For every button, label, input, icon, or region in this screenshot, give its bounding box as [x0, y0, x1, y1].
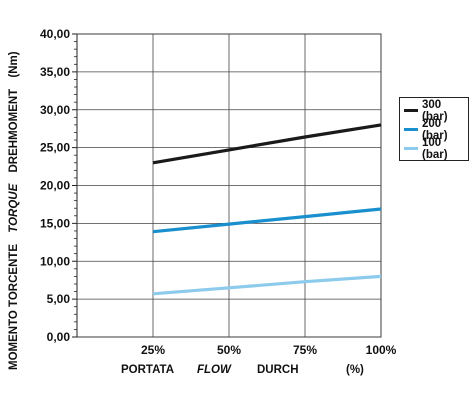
series-line	[152, 207, 382, 234]
x-axis-title: PORTATA FLOW DURCH (%)	[0, 364, 474, 380]
y-tick-label: 0,00	[47, 330, 71, 344]
legend-label: 300 (bar)	[422, 98, 448, 123]
y-tick-label: 40,00	[40, 27, 70, 41]
chart-tick-labels: 25% 50% 75% 100% 0,00 5,00 10,00 15,00 20,00 25,0…	[40, 27, 397, 357]
y-axis-title-part1: MOMENTO TORCENTE	[8, 244, 20, 370]
y-tick-label: 20,00	[40, 179, 70, 193]
legend-swatch	[404, 109, 418, 112]
x-tick-label: 100%	[366, 343, 397, 357]
chart-series	[152, 123, 382, 296]
y-axis-title-part3: DREHMOMENT	[8, 89, 20, 173]
legend-item: 200 (bar)	[404, 117, 464, 142]
y-tick-label: 25,00	[40, 141, 70, 155]
legend-label: 200 (bar)	[422, 117, 448, 142]
y-tick-label: 15,00	[40, 216, 70, 230]
x-tick-label: 75%	[293, 343, 317, 357]
x-tick-label: 25%	[141, 343, 165, 357]
x-axis-title-part2: FLOW	[197, 364, 231, 376]
x-axis-title-part1: PORTATA	[121, 364, 175, 376]
chart-grid	[72, 33, 382, 338]
x-axis-title-unit: (%)	[346, 364, 364, 376]
y-axis-title: MOMENTO TORCENTE TORQUE DREHMOMENT (Nm)	[8, 51, 20, 370]
y-tick-label: 5,00	[47, 292, 71, 306]
y-tick-label: 30,00	[40, 103, 70, 117]
legend-label: 100 (bar)	[422, 136, 448, 161]
legend-swatch	[404, 128, 418, 131]
legend-swatch	[404, 147, 418, 150]
x-axis-title-part3: DURCH	[257, 364, 299, 376]
y-tick-label: 10,00	[40, 254, 70, 268]
legend-item: 100 (bar)	[404, 136, 464, 161]
y-tick-label: 35,00	[40, 65, 70, 79]
chart-legend: 300 (bar) 200 (bar) 100 (bar)	[399, 97, 469, 161]
y-axis-title-part2: TORQUE	[8, 183, 20, 232]
series-line	[152, 123, 382, 165]
legend-item: 300 (bar)	[404, 98, 464, 123]
y-axis-title-unit: (Nm)	[8, 51, 20, 77]
x-tick-label: 50%	[217, 343, 241, 357]
series-line	[152, 274, 382, 296]
